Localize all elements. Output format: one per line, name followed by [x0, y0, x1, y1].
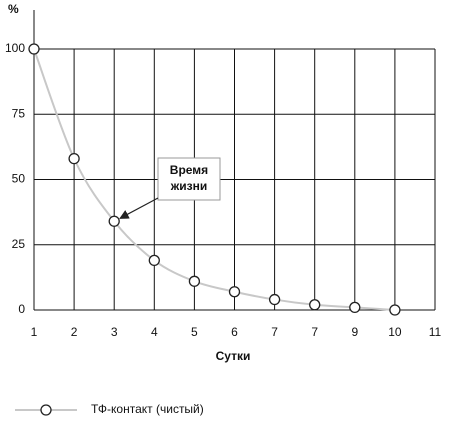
- x-tick-label: 2: [71, 325, 78, 339]
- y-tick-label: 100: [5, 41, 25, 55]
- x-tick-label: 7: [311, 325, 318, 339]
- point: [148, 254, 160, 267]
- point: [28, 43, 40, 55]
- annotation-text: жизни: [170, 179, 207, 193]
- point: [349, 301, 361, 314]
- point: [108, 215, 120, 227]
- y-tick-label: 25: [12, 237, 26, 251]
- series-line: [33, 48, 395, 311]
- x-tick-label: 10: [388, 325, 402, 339]
- x-tick-label: 5: [191, 325, 198, 339]
- point: [309, 299, 321, 311]
- point: [228, 286, 241, 298]
- x-tick-label: 3: [111, 325, 118, 339]
- legend-marker: [40, 404, 52, 416]
- point: [68, 152, 80, 165]
- x-axis-label: Сутки: [216, 349, 251, 363]
- x-tick-label: 4: [151, 325, 158, 339]
- y-axis-label: %: [8, 2, 19, 16]
- x-tick-label: 1: [31, 325, 38, 339]
- annotation-arrow: [119, 197, 159, 219]
- y-tick-label: 75: [12, 106, 26, 120]
- y-tick-label: 0: [18, 302, 25, 316]
- x-tick-label: 11: [429, 325, 442, 339]
- annotation-text: Время: [170, 163, 208, 177]
- point: [188, 275, 201, 287]
- x-tick-label: 6: [231, 325, 238, 339]
- x-tick-label: 9: [351, 325, 358, 339]
- point: [268, 293, 281, 306]
- annotation-box: [157, 157, 221, 201]
- y-tick-label: 50: [12, 172, 26, 186]
- point: [389, 304, 401, 316]
- legend-label: ТФ-контакт (чистый): [91, 402, 204, 416]
- x-tick-label: 7: [271, 325, 278, 339]
